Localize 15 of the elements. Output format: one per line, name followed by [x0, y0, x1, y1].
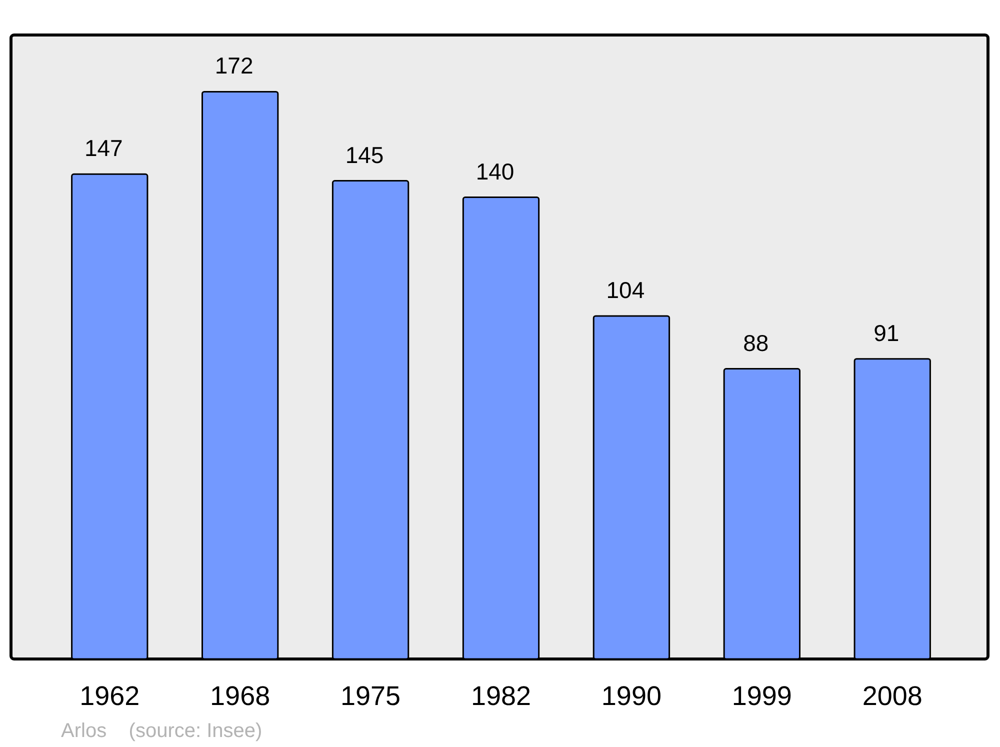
x-tick-label: 1982 — [470, 681, 532, 711]
x-tick-label: 1999 — [732, 681, 792, 711]
x-tick-label: 1968 — [210, 681, 270, 711]
data-label: 172 — [214, 52, 254, 79]
x-tick-label: 1962 — [80, 681, 140, 711]
data-label: 145 — [345, 142, 384, 168]
x-tick-label: 1975 — [340, 681, 401, 711]
text: Arlos (source: Insee) — [61, 720, 262, 742]
data-label: 88 — [743, 330, 769, 356]
data-label: 91 — [874, 320, 900, 346]
data-label: 104 — [606, 277, 645, 303]
x-tick-label: 1990 — [601, 681, 662, 711]
data-label: 147 — [84, 135, 123, 162]
data-label: 140 — [476, 158, 514, 184]
x-tick-label: 2008 — [862, 681, 922, 711]
